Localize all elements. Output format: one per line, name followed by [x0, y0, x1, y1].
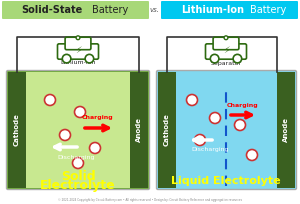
Text: Cathode: Cathode	[164, 114, 170, 146]
Text: Anode: Anode	[283, 118, 289, 143]
FancyBboxPatch shape	[65, 37, 91, 50]
FancyBboxPatch shape	[58, 44, 98, 59]
Bar	[277, 72, 295, 188]
Text: Battery: Battery	[92, 5, 128, 15]
Text: © 2021-2024 Copyright by Circuit Battery.com • All rights reserved • Design by: : © 2021-2024 Copyright by Circuit Battery…	[58, 198, 242, 202]
Text: Lithium-ion: Lithium-ion	[60, 61, 96, 65]
Circle shape	[247, 150, 257, 161]
Circle shape	[44, 94, 56, 105]
Text: Liquid Electrolyte: Liquid Electrolyte	[171, 176, 281, 186]
Bar	[158, 72, 176, 188]
Text: Solid-State: Solid-State	[21, 5, 82, 15]
Circle shape	[62, 54, 71, 63]
Text: Solid: Solid	[61, 171, 95, 184]
Text: ⚡: ⚡	[75, 46, 81, 55]
Text: Charging: Charging	[227, 102, 259, 108]
FancyBboxPatch shape	[213, 37, 239, 50]
FancyBboxPatch shape	[157, 71, 296, 190]
Circle shape	[235, 120, 245, 131]
Text: Lithium-Ion: Lithium-Ion	[182, 5, 244, 15]
Text: Battery: Battery	[250, 5, 286, 15]
Circle shape	[194, 134, 206, 145]
Circle shape	[85, 54, 94, 63]
FancyBboxPatch shape	[206, 44, 247, 59]
Circle shape	[74, 106, 86, 118]
Text: Discharging: Discharging	[191, 147, 229, 153]
Circle shape	[187, 94, 197, 105]
Bar	[8, 72, 26, 188]
Text: Separator: Separator	[210, 61, 242, 65]
FancyBboxPatch shape	[7, 71, 149, 190]
Circle shape	[209, 112, 220, 123]
Circle shape	[233, 54, 242, 63]
Text: Discharging: Discharging	[57, 154, 95, 160]
Circle shape	[89, 143, 100, 153]
Text: Anode: Anode	[136, 118, 142, 143]
Circle shape	[210, 54, 219, 63]
Circle shape	[59, 130, 70, 141]
Circle shape	[73, 157, 83, 169]
Text: vs.: vs.	[149, 7, 159, 13]
Circle shape	[224, 36, 228, 40]
Bar	[130, 72, 148, 188]
Text: Cathode: Cathode	[14, 114, 20, 146]
Text: Electrolyte: Electrolyte	[40, 178, 116, 192]
Circle shape	[76, 36, 80, 40]
FancyBboxPatch shape	[2, 1, 149, 19]
FancyBboxPatch shape	[161, 1, 298, 19]
FancyBboxPatch shape	[26, 72, 130, 188]
Text: Charging: Charging	[82, 115, 114, 121]
Text: ⚡: ⚡	[223, 46, 229, 55]
